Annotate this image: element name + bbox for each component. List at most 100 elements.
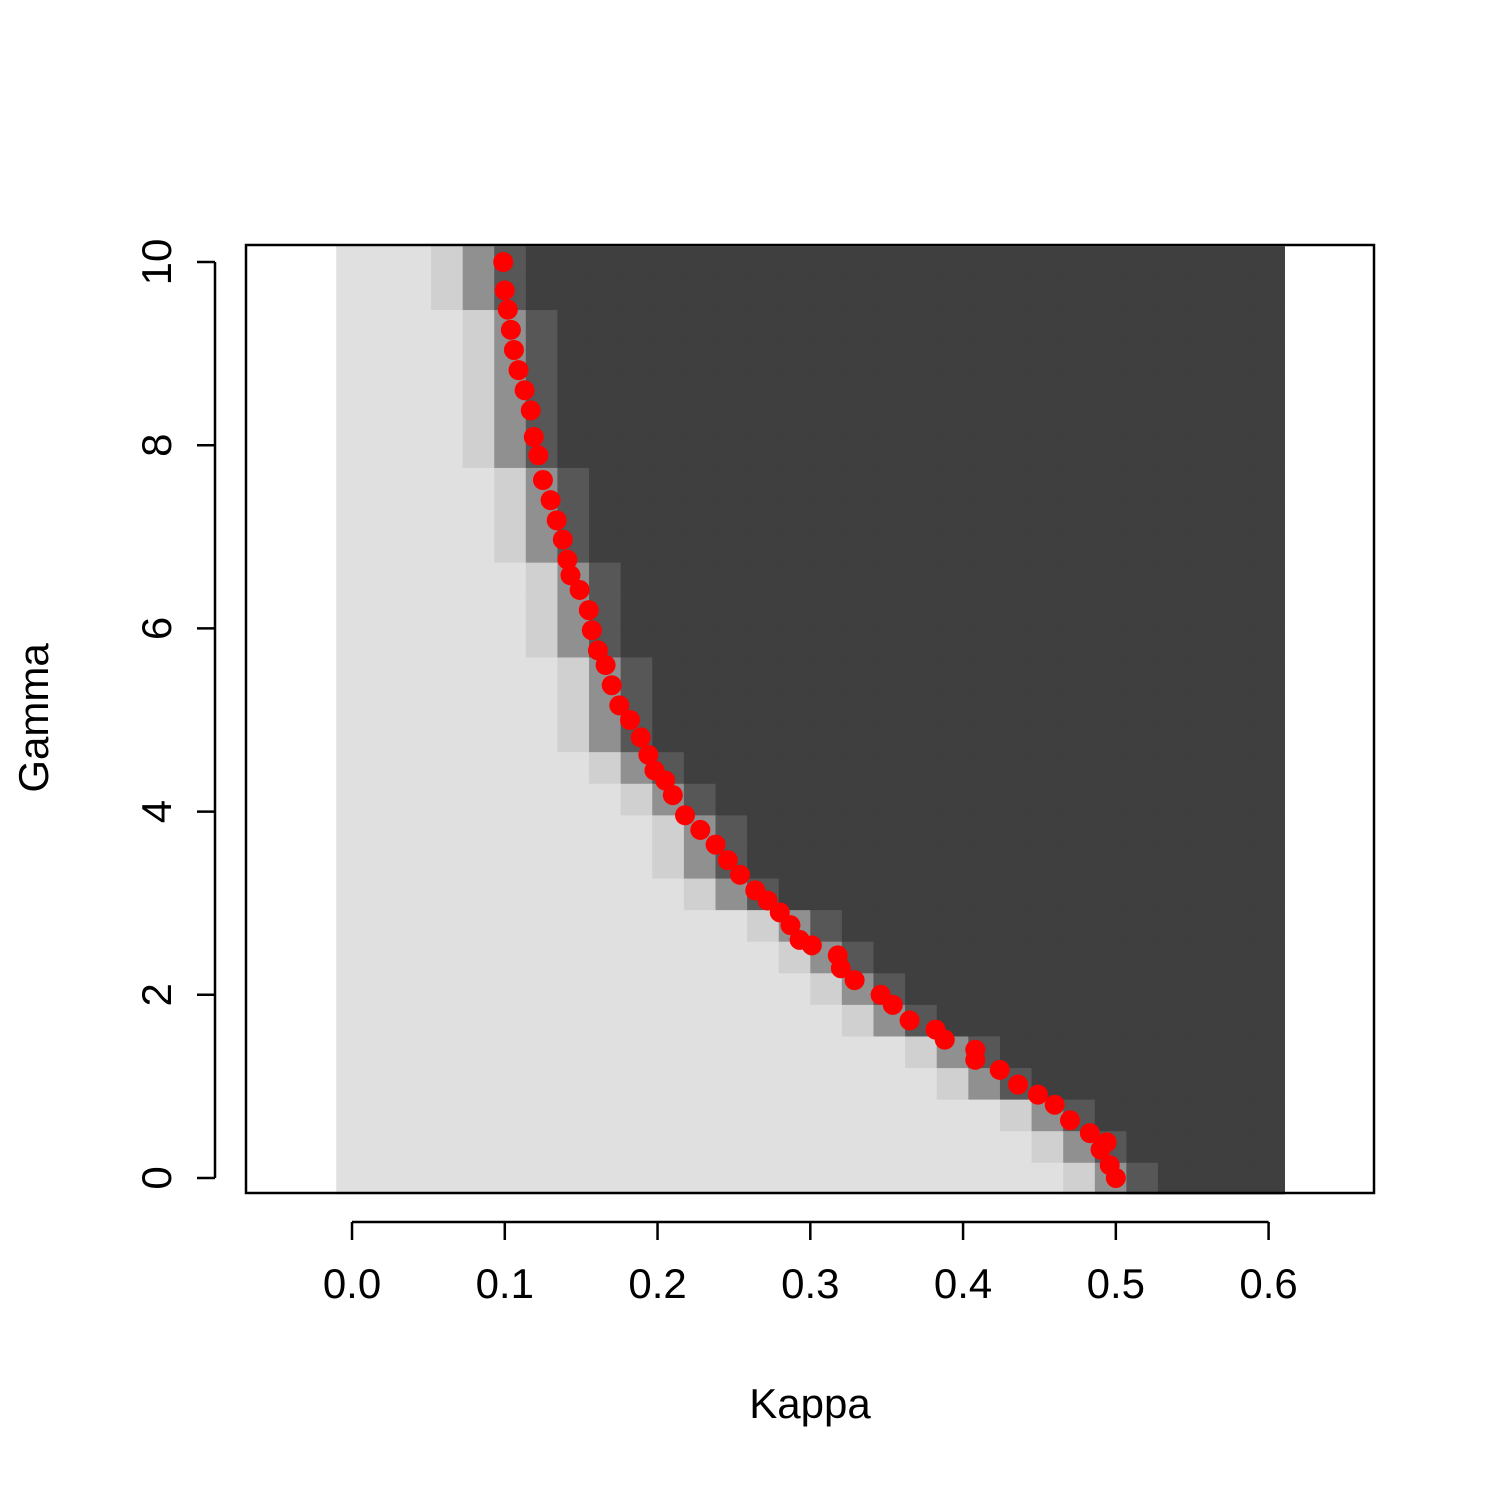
heat-cell [462,309,495,342]
heat-cell [399,720,432,753]
heat-cell [525,562,559,595]
heat-cell [1094,814,1127,847]
heat-cell [1063,435,1096,468]
heat-cell [525,1130,559,1163]
heat-cell [810,656,843,690]
heat-cell [905,1067,938,1100]
heat-cell [525,1162,559,1195]
heat-cell [1221,1130,1254,1163]
heat-cell [462,909,495,942]
heat-cell [1063,814,1096,847]
heat-cell [936,467,969,500]
heat-cell [905,941,938,974]
heat-cell [557,404,590,437]
heat-cell [905,877,938,911]
heat-cell [841,814,875,847]
heat-cell [1189,877,1222,911]
heat-cell [336,309,369,342]
heat-cell [1126,1067,1159,1100]
heat-cell [1252,814,1286,847]
heat-cell [367,246,401,279]
heat-cell [589,435,622,468]
heat-cell [873,372,906,405]
heat-cell [1221,972,1254,1005]
heat-cell [336,1099,369,1132]
heat-cell [1063,846,1096,879]
heat-cell [494,467,527,500]
heat-cell [494,783,527,816]
plot-frame [244,243,1376,1195]
heat-cell [715,972,748,1005]
heat-cell [367,372,401,405]
heat-cell [1189,340,1222,374]
heat-cell [968,467,1001,500]
heat-cell [336,941,369,974]
heat-cell [620,277,653,311]
heat-cell [1189,814,1222,847]
heat-cell [936,1130,969,1163]
heat-cell [1031,625,1064,658]
heat-cell [1157,562,1191,595]
heat-cell [431,972,464,1005]
heat-cell [715,783,748,816]
heat-cell [715,530,748,563]
heat-cell [1126,751,1159,784]
heat-cell [494,498,527,532]
point [801,935,822,956]
heat-cell [1189,404,1222,437]
heat-cell [1252,530,1286,563]
heat-cell [968,309,1001,342]
heat-cell [589,972,622,1005]
heat-cell [367,814,401,847]
heat-cell [810,814,843,847]
heat-cell [747,498,780,532]
heat-cell [399,372,432,405]
heat-cell [1189,625,1222,658]
heat-cell [873,814,906,847]
heat-cell [652,941,685,974]
heat-cell [557,688,590,721]
heat-cell [715,404,748,437]
x-axis-label: Kappa [749,1380,871,1427]
heat-cell [336,751,369,784]
heat-cell [462,720,495,753]
heat-cell [431,751,464,784]
heat-cell [810,372,843,405]
heat-cell [1063,625,1096,658]
point [965,1049,986,1070]
heat-cell [431,909,464,942]
heat-cell [936,909,969,942]
heat-cell [336,435,369,468]
heat-cell [683,277,717,311]
heat-cell [778,530,811,563]
heat-cell [399,435,432,468]
heat-cell [652,1035,685,1069]
heat-cell [1094,656,1127,690]
heat-cell [873,340,906,374]
heat-cell [936,877,969,911]
heat-cell [1063,498,1096,532]
heat-cell [431,1004,464,1037]
heat-cell [652,404,685,437]
heat-cell [841,530,875,563]
heat-cell [1063,309,1096,342]
heat-cell [1031,593,1064,626]
heat-cell [873,877,906,911]
heat-cell [1252,1067,1286,1100]
heat-cell [1031,751,1064,784]
heat-cell [968,593,1001,626]
heat-cell [431,277,464,311]
heat-cell [1031,1130,1064,1163]
point [523,426,544,447]
heat-cell [841,372,875,405]
heat-cell [873,625,906,658]
heat-cell [841,1162,875,1195]
heat-cell [1252,972,1286,1005]
heat-cell [1157,1130,1191,1163]
heat-cell [1126,435,1159,468]
heat-cell [968,1162,1001,1195]
heat-cell [652,1099,685,1132]
heat-cell [399,1162,432,1195]
heat-cell [1157,1004,1191,1037]
heat-cell [431,1035,464,1069]
